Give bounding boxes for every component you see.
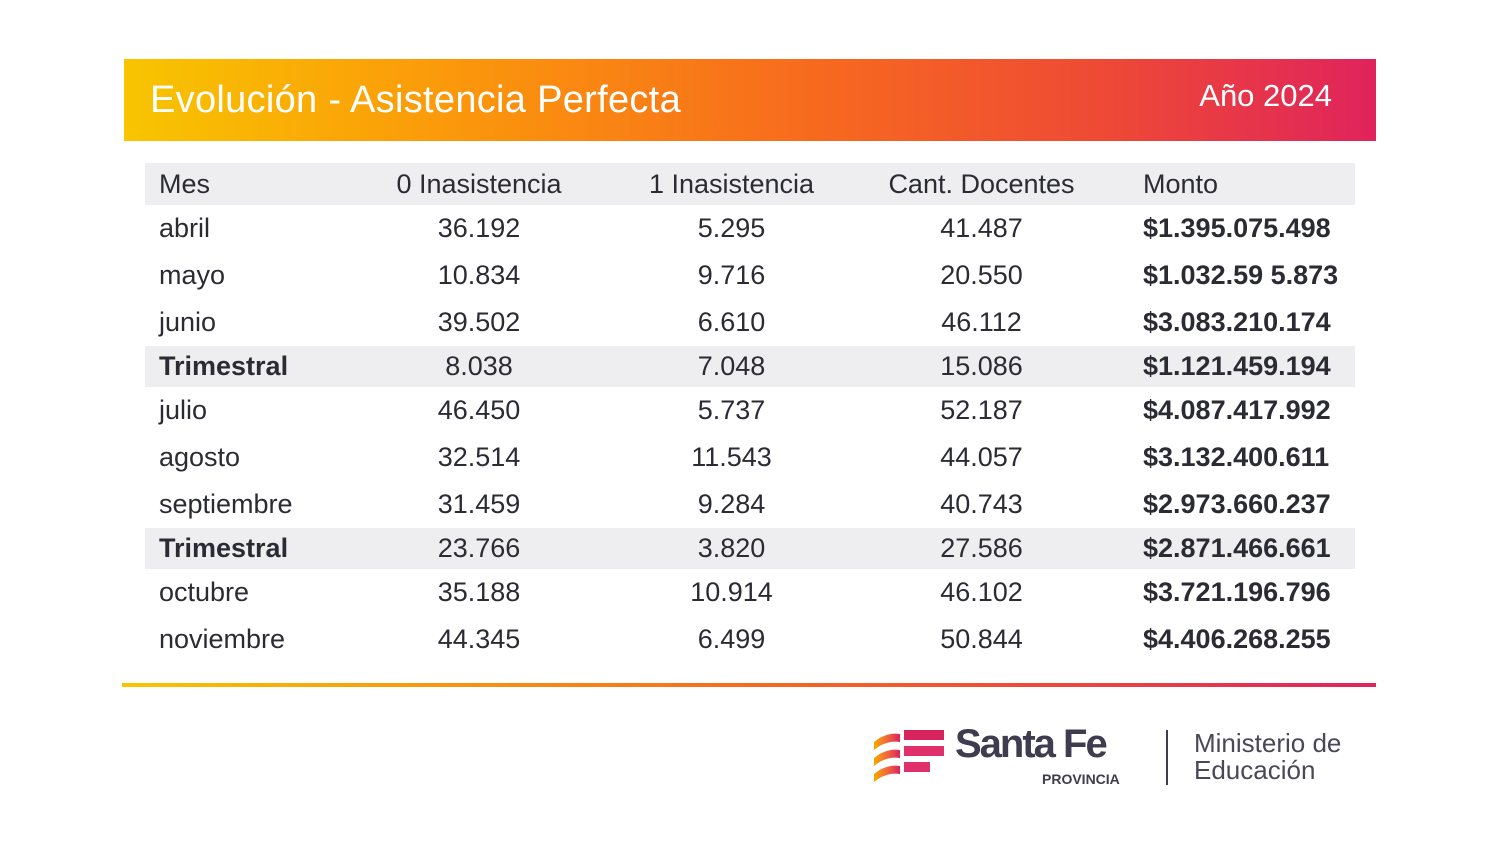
cell-monto: $3.721.196.796 xyxy=(1143,577,1331,607)
cell-uno: 11.543 xyxy=(691,442,772,472)
cell-monto: $2.871.466.661 xyxy=(1143,533,1331,563)
cell-mes: Trimestral xyxy=(159,351,289,381)
cell-uno: 9.716 xyxy=(697,260,766,290)
cell-monto: $2.973.660.237 xyxy=(1143,489,1331,519)
table-header-row: Mes 0 Inasistencia 1 Inasistencia Cant. … xyxy=(145,163,1355,205)
cell-cant: 50.844 xyxy=(940,624,1023,654)
cell-mes: mayo xyxy=(159,260,226,290)
cell-cero: 32.514 xyxy=(437,442,521,472)
cell-monto: $4.406.268.255 xyxy=(1143,624,1331,654)
ministry-name: Ministerio de Educación xyxy=(1194,730,1341,784)
cell-uno: 6.499 xyxy=(697,624,766,654)
cell-cero: 35.188 xyxy=(437,577,521,607)
cell-mes: abril xyxy=(159,213,211,243)
cell-uno: 6.610 xyxy=(697,307,766,337)
cell-cant: 52.187 xyxy=(940,395,1023,425)
subtotal-row: Trimestral 23.766 3.820 27.586 $2.871.466.66… xyxy=(145,528,1355,569)
cell-monto: $1.395.075.498 xyxy=(1143,213,1331,243)
table-row: abril 36.192 5.295 41.487 $1.395.075.498 xyxy=(145,205,1355,252)
table-row: mayo 10.834 9.716 20.550 $1.032.59 5.873 xyxy=(145,252,1355,299)
column-header: Cant. Docentes xyxy=(888,168,1075,199)
santa-fe-logo-icon xyxy=(874,730,944,782)
gradient-divider xyxy=(122,683,1376,687)
cell-cant: 46.112 xyxy=(941,307,1022,337)
cell-monto: $1.032.59 5.873 xyxy=(1143,260,1339,290)
title-banner: Evolución - Asistencia Perfecta Año 2024 xyxy=(124,59,1376,141)
cell-cero: 10.834 xyxy=(437,260,521,290)
attendance-table: Mes 0 Inasistencia 1 Inasistencia Cant. … xyxy=(145,163,1355,663)
cell-mes: julio xyxy=(159,395,208,425)
cell-mes: octubre xyxy=(159,577,250,607)
cell-uno: 3.820 xyxy=(697,533,766,563)
table-row: junio 39.502 6.610 46.112 $3.083.210.174 xyxy=(145,299,1355,346)
table-row: octubre 35.188 10.914 46.102 $3.721.196.796 xyxy=(145,569,1355,616)
column-header: Mes xyxy=(159,168,211,199)
cell-cero: 23.766 xyxy=(437,533,521,563)
column-header: Monto xyxy=(1143,168,1219,199)
ministry-line-1: Ministerio de xyxy=(1194,728,1342,758)
cell-monto: $3.083.210.174 xyxy=(1143,307,1331,337)
brand-subtitle: PROVINCIA xyxy=(1042,771,1120,787)
subtotal-row: Trimestral 8.038 7.048 15.086 $1.121.459.194 xyxy=(145,346,1355,387)
page-title: Evolución - Asistencia Perfecta xyxy=(150,79,682,121)
cell-cant: 44.057 xyxy=(940,442,1023,472)
cell-cant: 15.086 xyxy=(940,351,1023,381)
brand-name: Santa Fe xyxy=(955,722,1108,766)
logo-divider xyxy=(1166,730,1168,785)
cell-cero: 39.502 xyxy=(437,307,521,337)
ministry-line-2: Educación xyxy=(1194,755,1316,785)
cell-mes: Trimestral xyxy=(159,533,289,563)
cell-uno: 7.048 xyxy=(697,351,766,381)
cell-cant: 27.586 xyxy=(940,533,1023,563)
year-label: Año 2024 xyxy=(1199,78,1332,113)
table-row: septiembre 31.459 9.284 40.743 $2.973.660.23… xyxy=(145,481,1355,528)
cell-cero: 31.459 xyxy=(437,489,521,519)
cell-cero: 36.192 xyxy=(437,213,521,243)
cell-cant: 40.743 xyxy=(940,489,1023,519)
table-row: agosto 32.514 11.543 44.057 $3.132.400.611 xyxy=(145,434,1355,481)
table-row: noviembre 44.345 6.499 50.844 $4.406.268.255 xyxy=(145,616,1355,663)
cell-cero: 8.038 xyxy=(445,351,513,381)
cell-monto: $4.087.417.992 xyxy=(1143,395,1331,425)
cell-cant: 46.102 xyxy=(940,577,1023,607)
cell-uno: 5.737 xyxy=(697,395,766,425)
column-header: 1 Inasistencia xyxy=(648,168,815,199)
cell-monto: $3.132.400.611 xyxy=(1143,442,1330,472)
cell-cant: 41.487 xyxy=(940,213,1023,243)
cell-monto: $1.121.459.194 xyxy=(1143,351,1331,381)
cell-mes: junio xyxy=(159,307,217,337)
cell-cant: 20.550 xyxy=(940,260,1023,290)
cell-cero: 44.345 xyxy=(437,624,521,654)
cell-uno: 10.914 xyxy=(690,577,773,607)
table-row: julio 46.450 5.737 52.187 $4.087.417.992 xyxy=(145,387,1355,434)
cell-uno: 5.295 xyxy=(697,213,766,243)
cell-uno: 9.284 xyxy=(697,489,766,519)
cell-mes: septiembre xyxy=(159,489,293,519)
cell-mes: agosto xyxy=(159,442,241,472)
column-header: 0 Inasistencia xyxy=(396,168,562,199)
cell-mes: noviembre xyxy=(159,624,286,654)
cell-cero: 46.450 xyxy=(437,395,521,425)
